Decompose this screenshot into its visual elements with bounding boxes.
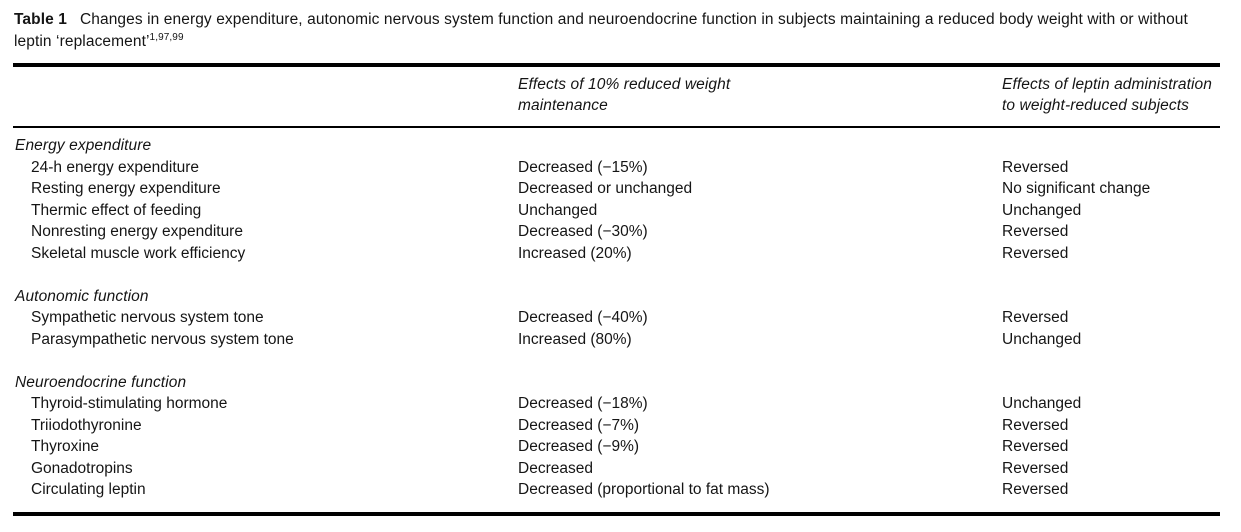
table-row: Thyroid-stimulating hormone Decreased (−… xyxy=(13,393,1220,415)
column-header-empty xyxy=(13,75,518,116)
cell-leptin-effect: Reversed xyxy=(1002,438,1069,455)
row-label: Nonresting energy expenditure xyxy=(31,223,243,240)
cell-reduced-weight-effect: Unchanged xyxy=(518,201,598,219)
column-header-leptin-effects: Effects of leptin administration to weig… xyxy=(1002,76,1212,114)
cell-reduced-weight-effect: Decreased (−18%) xyxy=(518,395,648,412)
row-label: Thyroxine xyxy=(31,438,100,455)
table-caption-label: Table 1 xyxy=(14,11,67,28)
section-title: Autonomic function xyxy=(15,287,149,305)
section-energy-expenditure: Energy expenditure 24-h energy expenditu… xyxy=(13,135,1220,264)
table-row: Triiodothyronine Decreased (−7%) Reverse… xyxy=(13,415,1220,437)
table-row: Resting energy expenditure Decreased or … xyxy=(13,178,1220,200)
table-row: Thermic effect of feeding Unchanged Unch… xyxy=(13,200,1220,222)
row-label: Thyroid-stimulating hormone xyxy=(31,395,228,412)
table-row: Gonadotropins Decreased Reversed xyxy=(13,458,1220,480)
bottom-rule xyxy=(13,511,1220,516)
cell-reduced-weight-effect: Increased (80%) xyxy=(518,330,632,348)
table-row: Nonresting energy expenditure Decreased … xyxy=(13,221,1220,243)
row-label: Parasympathetic nervous system tone xyxy=(31,330,294,348)
cell-reduced-weight-effect: Decreased (proportional to fat mass) xyxy=(518,481,770,498)
cell-reduced-weight-effect: Decreased xyxy=(518,459,593,477)
cell-reduced-weight-effect: Decreased (−9%) xyxy=(518,438,640,455)
section-title: Energy expenditure xyxy=(15,137,152,154)
cell-leptin-effect: Reversed xyxy=(1002,244,1069,262)
header-separator-rule xyxy=(13,126,1220,128)
section-neuroendocrine-function: Neuroendocrine function Thyroid-stimulat… xyxy=(13,372,1220,501)
cell-leptin-effect: No significant change xyxy=(1002,180,1151,197)
row-label: Skeletal muscle work efficiency xyxy=(31,244,246,262)
section-title: Neuroendocrine function xyxy=(15,373,187,391)
cell-reduced-weight-effect: Decreased or unchanged xyxy=(518,180,693,197)
section-autonomic-function: Autonomic function Sympathetic nervous s… xyxy=(13,286,1220,351)
row-label: Thermic effect of feeding xyxy=(31,201,202,219)
table-caption-text: Changes in energy expenditure, autonomic… xyxy=(14,11,1188,50)
paper-table: Table 1 Changes in energy expenditure, au… xyxy=(13,0,1220,516)
cell-reduced-weight-effect: Increased (20%) xyxy=(518,244,632,262)
row-label: Sympathetic nervous system tone xyxy=(31,309,264,326)
cell-leptin-effect: Reversed xyxy=(1002,416,1069,434)
cell-leptin-effect: Reversed xyxy=(1002,158,1069,176)
row-label: 24-h energy expenditure xyxy=(31,158,200,176)
top-rule xyxy=(13,63,1220,67)
cell-reduced-weight-effect: Decreased (−7%) xyxy=(518,416,640,434)
cell-reduced-weight-effect: Decreased (−40%) xyxy=(518,309,648,326)
row-label: Triiodothyronine xyxy=(31,416,142,434)
table-caption: Table 1 Changes in energy expenditure, au… xyxy=(13,9,1220,53)
row-label: Circulating leptin xyxy=(31,481,146,498)
cell-leptin-effect: Reversed xyxy=(1002,309,1069,326)
cell-leptin-effect: Reversed xyxy=(1002,481,1069,498)
table-header-row: Effects of 10% reduced weight maintenanc… xyxy=(13,67,1220,126)
cell-leptin-effect: Unchanged xyxy=(1002,395,1082,412)
cell-leptin-effect: Unchanged xyxy=(1002,201,1082,219)
cell-leptin-effect: Reversed xyxy=(1002,459,1069,477)
cell-reduced-weight-effect: Decreased (−30%) xyxy=(518,223,648,240)
row-label: Resting energy expenditure xyxy=(31,180,221,197)
row-label: Gonadotropins xyxy=(31,459,133,477)
table-caption-references: 1,97,99 xyxy=(149,31,184,43)
cell-leptin-effect: Unchanged xyxy=(1002,330,1082,348)
table-body: Energy expenditure 24-h energy expenditu… xyxy=(13,128,1220,512)
table-row: Sympathetic nervous system tone Decrease… xyxy=(13,307,1220,329)
table-row: Skeletal muscle work efficiency Increase… xyxy=(13,243,1220,265)
table-row: Circulating leptin Decreased (proportion… xyxy=(13,479,1220,501)
cell-reduced-weight-effect: Decreased (−15%) xyxy=(518,158,648,176)
column-header-reduced-weight-effects: Effects of 10% reduced weight maintenanc… xyxy=(518,76,731,114)
cell-leptin-effect: Reversed xyxy=(1002,223,1069,240)
table-row: Parasympathetic nervous system tone Incr… xyxy=(13,329,1220,351)
table-row: Thyroxine Decreased (−9%) Reversed xyxy=(13,436,1220,458)
table-row: 24-h energy expenditure Decreased (−15%)… xyxy=(13,157,1220,179)
